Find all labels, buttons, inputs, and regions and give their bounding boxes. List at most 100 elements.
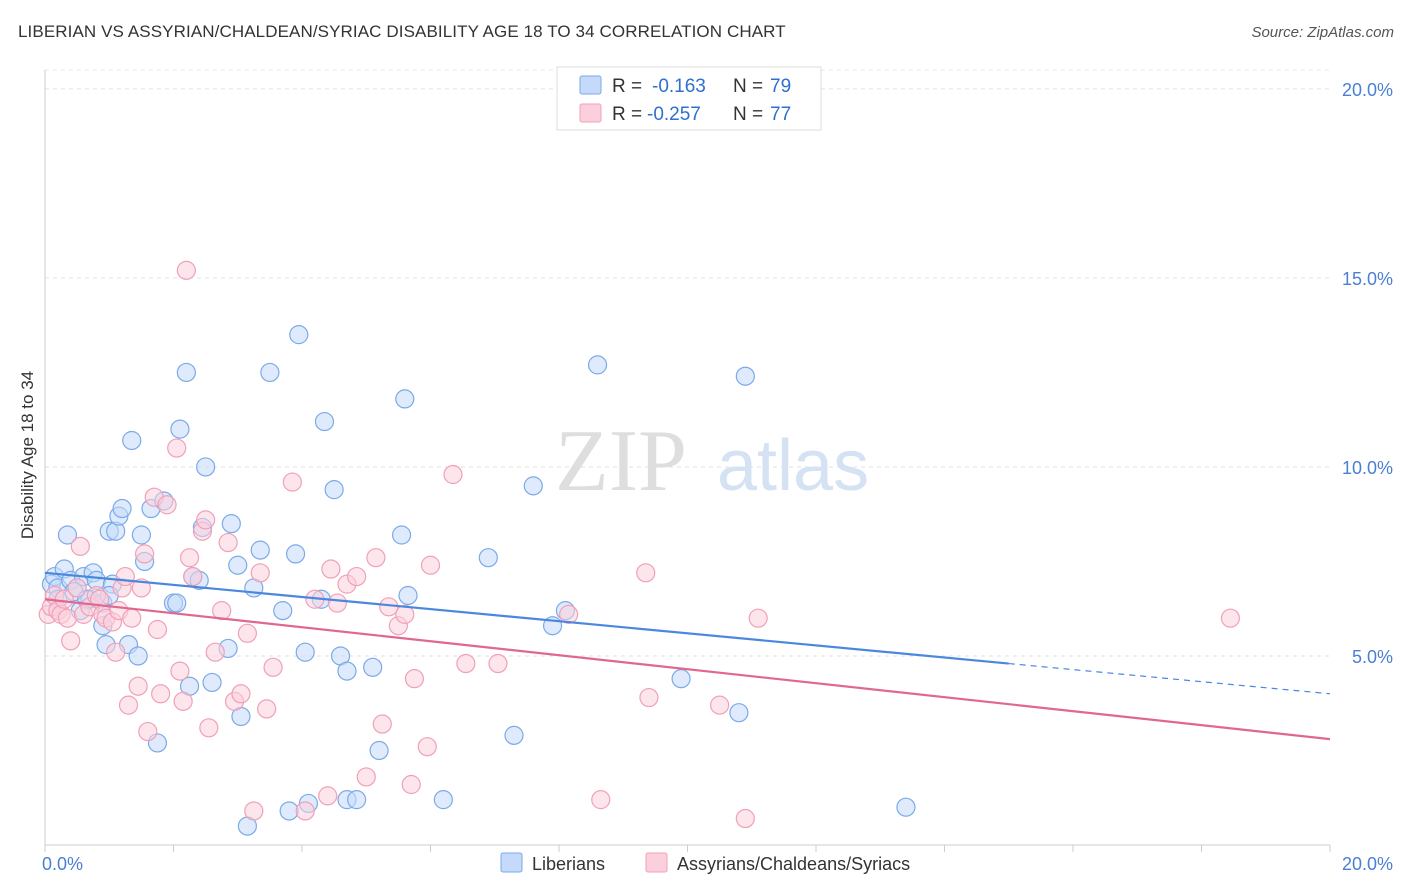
- liberians-trend-line: [44, 571, 1009, 665]
- bottom-legend-label-liberians: Liberians: [532, 854, 605, 874]
- liberians-point-64: [504, 725, 524, 745]
- x-tick-label-0: 0.0%: [42, 854, 83, 874]
- assyrians-point-44: [231, 684, 251, 704]
- assyrians-point-34: [176, 260, 196, 280]
- legend: R = -0.163 N = 79 R = -0.257 N = 77: [556, 66, 822, 131]
- assyrians-point-51: [295, 801, 315, 821]
- liberians-point-52: [314, 411, 335, 432]
- assyrians-point-22: [122, 608, 142, 628]
- liberians-point-46: [279, 801, 299, 821]
- assyrians-point-48: [257, 699, 277, 719]
- liberians-point-47: [285, 544, 306, 564]
- assyrians-point-30: [157, 495, 177, 515]
- assyrians-point-55: [327, 593, 347, 613]
- liberians-point-56: [347, 790, 367, 810]
- assyrians-point-5: [54, 589, 74, 609]
- assyrians-point-32: [170, 661, 190, 681]
- liberians-point-69: [671, 669, 691, 689]
- legend-n-label-2: N =: [733, 104, 763, 125]
- assyrians-point-38: [196, 510, 216, 530]
- assyrians-point-39: [199, 718, 219, 738]
- assyrians-point-47: [250, 563, 270, 583]
- liberians-point-35: [196, 457, 216, 477]
- chart-source: Source: ZipAtlas.com: [1251, 24, 1394, 41]
- liberians-point-48: [289, 325, 309, 345]
- assyrians-point-59: [366, 548, 386, 568]
- liberians-point-60: [395, 389, 415, 409]
- bottom-legend-swatch-liberians: [500, 852, 523, 873]
- assyrians-point-64: [404, 669, 425, 689]
- assyrians-point-20: [115, 566, 135, 587]
- liberians-point-38: [221, 514, 241, 534]
- assyrians-point-62: [395, 604, 415, 624]
- legend-r-value-1: -0.163: [652, 76, 706, 97]
- assyrians-point-25: [134, 544, 155, 564]
- liberians-point-72: [896, 797, 916, 817]
- assyrians-point-9: [70, 536, 90, 556]
- bottom-legend: Liberians Assyrians/Chaldeans/Syriacs: [500, 852, 910, 874]
- y-tick-label-0: 5.0%: [1352, 647, 1393, 667]
- assyrians-point-41: [212, 601, 232, 621]
- assyrians-point-46: [244, 801, 264, 821]
- liberians-point-43: [250, 540, 270, 560]
- liberians-point-59: [391, 525, 412, 545]
- liberians-point-71: [735, 366, 755, 386]
- x-tick-label-1: 20.0%: [1342, 854, 1393, 874]
- y-tick-label-2: 15.0%: [1342, 269, 1393, 289]
- assyrians-point-50: [282, 472, 302, 492]
- liberians-point-19: [112, 498, 132, 519]
- assyrians-point-67: [443, 464, 463, 485]
- assyrians-point-68: [456, 653, 476, 674]
- assyrians-point-40: [205, 642, 225, 662]
- assyrians-point-66: [420, 555, 441, 575]
- legend-r-label-2: R =: [612, 104, 642, 125]
- assyrians-point-24: [131, 578, 151, 598]
- watermark-zip: ZIP: [555, 413, 687, 510]
- liberians-point-44: [260, 362, 280, 383]
- assyrians-point-49: [263, 657, 283, 677]
- trend-lines: [44, 571, 1331, 741]
- legend-swatch-assyrians: [579, 103, 602, 123]
- assyrians-point-26: [138, 721, 158, 742]
- assyrians-point-58: [356, 767, 376, 787]
- assyrians-point-31: [167, 438, 187, 458]
- assyrians-point-35: [179, 548, 200, 568]
- assyrians-point-21: [118, 695, 139, 715]
- legend-n-label-1: N =: [733, 76, 763, 97]
- assyrians-point-57: [347, 566, 367, 587]
- y-tick-labels: 5.0% 10.0% 15.0% 20.0%: [1342, 80, 1393, 667]
- assyrians-point-69: [488, 653, 508, 674]
- assyrians-point-60: [372, 714, 392, 734]
- watermark-atlas: atlas: [717, 426, 869, 506]
- liberians-point-30: [176, 362, 196, 383]
- assyrians-point-75: [735, 808, 755, 829]
- liberians-point-70: [729, 703, 749, 723]
- liberians-point-68: [587, 355, 608, 375]
- bottom-legend-swatch-assyrians: [645, 852, 668, 873]
- liberians-point-57: [363, 657, 383, 677]
- series-liberians-points: [41, 325, 916, 836]
- assyrians-point-33: [173, 691, 193, 711]
- liberians-point-36: [202, 672, 222, 693]
- assyrians-point-29: [151, 684, 171, 704]
- liberians-point-53: [324, 480, 344, 500]
- assyrians-point-28: [147, 619, 168, 640]
- assyrians-point-65: [417, 737, 437, 757]
- liberians-point-75: [167, 593, 187, 613]
- assyrians-point-72: [639, 687, 659, 708]
- assyrians-point-70: [559, 604, 579, 624]
- liberians-point-21: [122, 430, 142, 451]
- liberians-trend-extension: [1008, 662, 1331, 695]
- liberians-point-22: [128, 646, 148, 666]
- liberians-point-63: [478, 548, 498, 568]
- x-tick-labels: 0.0% 20.0%: [42, 854, 1393, 874]
- liberians-point-58: [369, 740, 389, 761]
- y-tick-label-3: 20.0%: [1342, 80, 1393, 100]
- legend-swatch-liberians: [579, 75, 602, 95]
- assyrians-point-63: [401, 774, 421, 795]
- legend-r-label-1: R =: [612, 76, 642, 97]
- liberians-point-4: [57, 525, 78, 545]
- assyrians-point-7: [61, 631, 81, 651]
- liberians-point-39: [228, 555, 248, 575]
- liberians-point-49: [295, 642, 315, 662]
